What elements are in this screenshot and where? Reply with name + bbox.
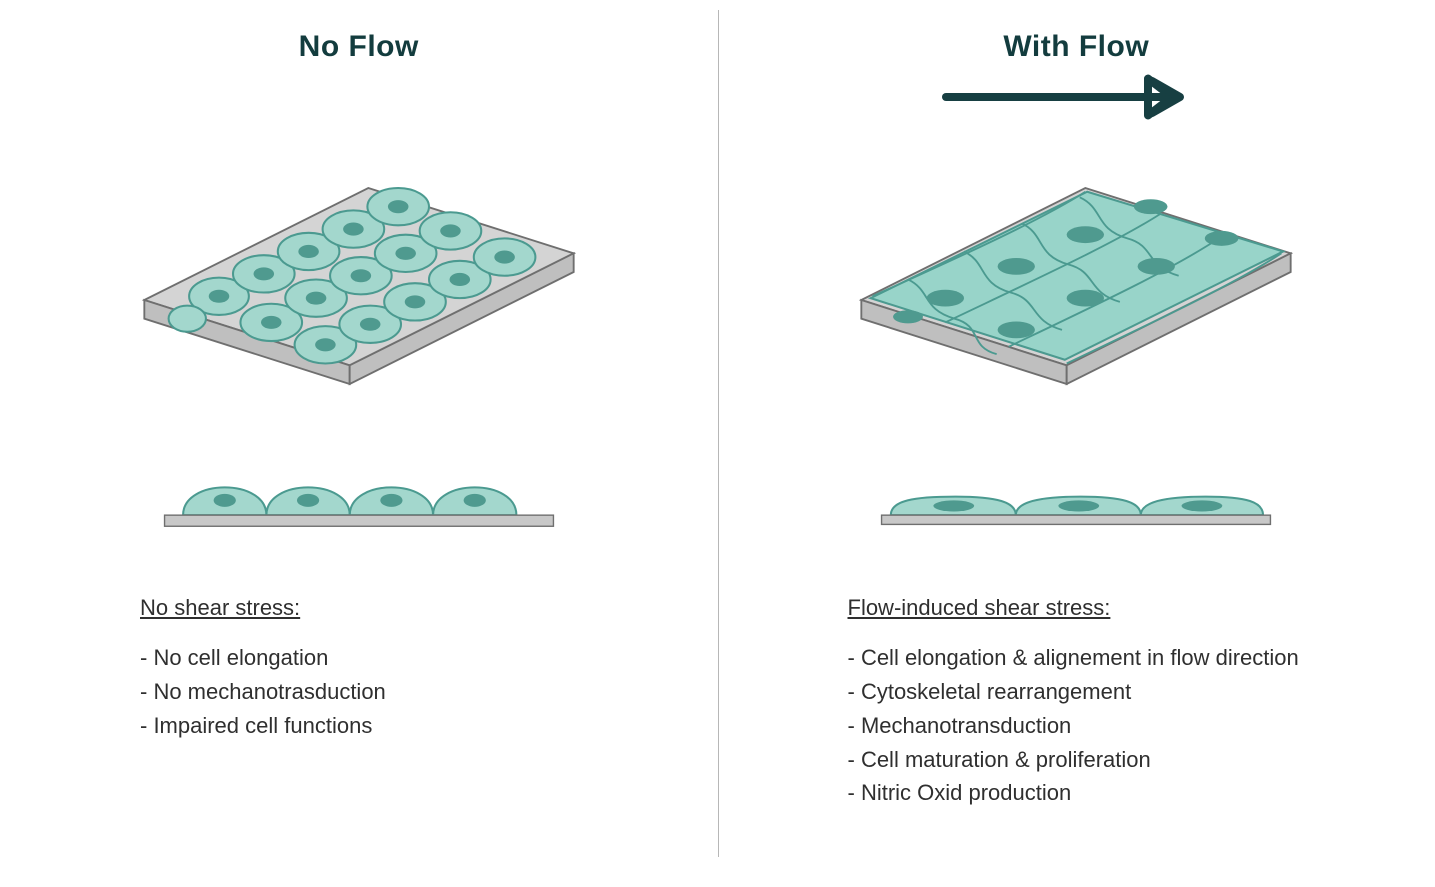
side-cells-noflow <box>109 437 609 547</box>
flow-arrow-icon <box>936 72 1216 122</box>
title-with-flow: With Flow <box>758 30 1396 64</box>
heading-no-flow: No shear stress: <box>140 592 678 624</box>
bullet-item: - Nitric Oxid production <box>848 777 1396 809</box>
bullet-item: - Cell elongation & alignement in flow d… <box>848 642 1396 674</box>
bullet-item: - Cytoskeletal rearrangement <box>848 676 1396 708</box>
bullet-item: - No cell elongation <box>140 642 678 674</box>
panel-no-flow: No Flow No shear stress: - No cell elong… <box>0 0 718 887</box>
bullets-no-flow: - No cell elongation- No mechanotrasduct… <box>140 642 678 742</box>
iso-view-no-flow <box>40 132 678 412</box>
side-view-with-flow <box>758 432 1396 552</box>
bullet-item: - No mechanotrasduction <box>140 676 678 708</box>
diagram-container: No Flow No shear stress: - No cell elong… <box>0 0 1435 887</box>
bullet-item: - Impaired cell functions <box>140 710 678 742</box>
side-view-no-flow <box>40 432 678 552</box>
text-block-no-flow: No shear stress: - No cell elongation- N… <box>40 592 678 742</box>
bullet-item: - Cell maturation & proliferation <box>848 744 1396 776</box>
side-cells-flow <box>826 437 1326 547</box>
iso-view-with-flow <box>758 132 1396 412</box>
title-no-flow: No Flow <box>40 30 678 64</box>
vertical-divider <box>718 10 719 857</box>
iso-slab-noflow <box>79 132 639 412</box>
bullet-item: - Mechanotransduction <box>848 710 1396 742</box>
bullets-with-flow: - Cell elongation & alignement in flow d… <box>848 642 1396 809</box>
flow-arrow-wrap <box>758 72 1396 122</box>
heading-with-flow: Flow-induced shear stress: <box>848 592 1396 624</box>
arrow-placeholder-left <box>40 72 678 122</box>
panel-with-flow: With Flow Flow-induced shear stress: - C… <box>718 0 1435 887</box>
iso-slab-flow <box>796 132 1356 412</box>
text-block-with-flow: Flow-induced shear stress: - Cell elonga… <box>758 592 1396 809</box>
